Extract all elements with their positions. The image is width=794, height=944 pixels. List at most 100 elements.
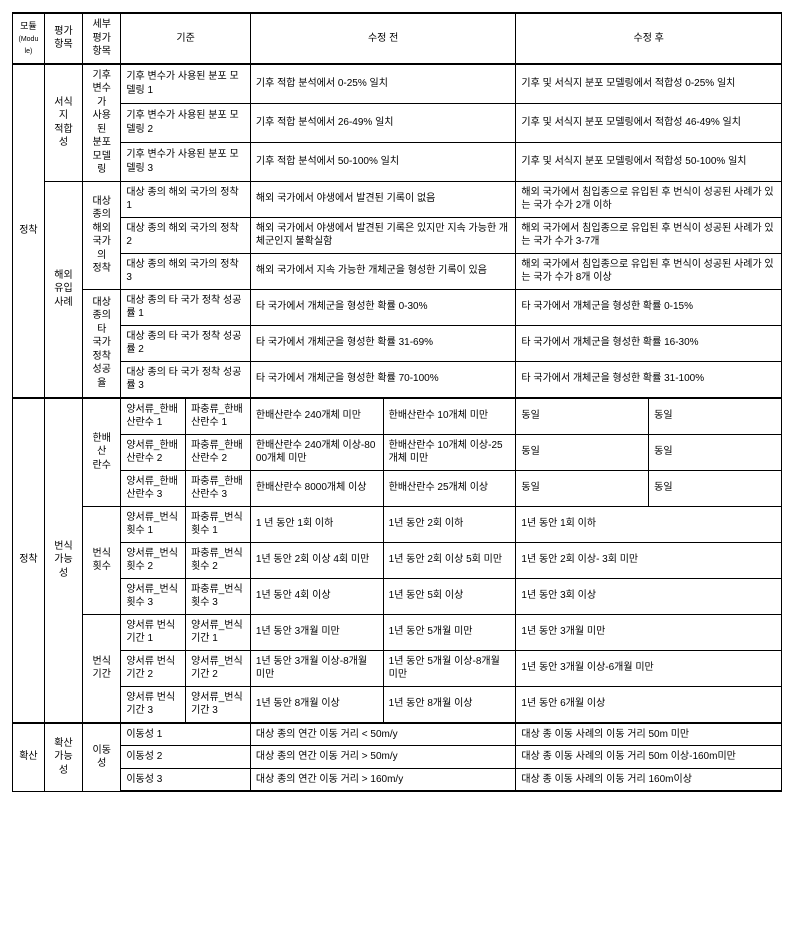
hdr-sub: 세부평가 항목 [83,13,121,64]
after-cell: 해외 국가에서 침입종으로 유입된 후 번식이 성공된 사례가 있는 국가 수가… [516,217,782,253]
sub-cell: 한배산 란수 [83,398,121,507]
before-cell: 해외 국가에서 지속 가능한 개체군을 형성한 기록이 있음 [250,253,516,289]
table-row: 확산 확산 가능성 이동성 이동성 1 대상 종의 연간 이동 거리 < 50m… [13,723,782,746]
table-row: 대상 종의 타 국가 정착 성공률 3 타 국가에서 개체군을 형성한 확률 7… [13,361,782,398]
before-cell: 대상 종의 연간 이동 거리 > 50m/y [250,746,516,769]
crit-cell: 양서류 번식 기간 3 [121,686,186,723]
table-row: 양서류_한배산란수 3 파충류_한배산란수 3 한배산란수 8000개체 이상 … [13,470,782,506]
crit-cell: 이동성 2 [121,746,251,769]
after-cell: 대상 종 이동 사례의 이동 거리 160m이상 [516,768,782,791]
before-cell: 한배산란수 10개체 미만 [383,398,516,435]
before-cell: 타 국가에서 개체군을 형성한 확률 70-100% [250,361,516,398]
module-cell: 정착 [13,398,45,723]
after-cell: 1년 동안 3회 이상 [516,578,782,614]
after-cell: 해외 국가에서 침입종으로 유입된 후 번식이 성공된 사례가 있는 국가 수가… [516,253,782,289]
table-row: 양서류 번식 기간 3 양서류_번식 기간 3 1년 동안 8개월 이상 1년 … [13,686,782,723]
table-row: 양서류_한배산란수 2 파충류_한배산란수 2 한배산란수 240개체 이상-8… [13,434,782,470]
crit-cell: 양서류_번식 횟수 3 [121,578,186,614]
before-cell: 1년 동안 5회 이상 [383,578,516,614]
after-cell: 1년 동안 2회 이상- 3회 미만 [516,542,782,578]
crit-cell: 양서류_한배산란수 2 [121,434,186,470]
crit-cell: 양서류_번식 기간 1 [186,614,251,650]
crit-cell: 기후 변수가 사용된 분포 모델링 2 [121,103,251,142]
table-row: 기후 변수가 사용된 분포 모델링 2 기후 적합 분석에서 26-49% 일치… [13,103,782,142]
after-cell: 동일 [516,470,649,506]
crit-cell: 양서류 번식 기간 2 [121,650,186,686]
crit-cell: 기후 변수가 사용된 분포 모델링 3 [121,142,251,181]
table-row: 대상 종의 타 국가 정착 성공율 대상 종의 타 국가 정착 성공률 1 타 … [13,289,782,325]
crit-cell: 양서류_한배산란수 1 [121,398,186,435]
before-cell: 타 국가에서 개체군을 형성한 확률 0-30% [250,289,516,325]
crit-cell: 양서류_번식 기간 2 [186,650,251,686]
before-cell: 1년 동안 5개월 미만 [383,614,516,650]
crit-cell: 파충류_번식 횟수 3 [186,578,251,614]
before-cell: 해외 국가에서 야생에서 발견된 기록은 있지만 지속 가능한 개체군인지 불확… [250,217,516,253]
before-cell: 타 국가에서 개체군을 형성한 확률 31-69% [250,325,516,361]
crit-cell: 기후 변수가 사용된 분포 모델링 1 [121,64,251,104]
before-cell: 1년 동안 5개월 이상-8개월 미만 [383,650,516,686]
crit-cell: 양서류_번식 횟수 1 [121,506,186,542]
eval-cell: 서식지 적합성 [44,64,82,182]
table-row: 대상 종의 해외 국가의 정착 3 해외 국가에서 지속 가능한 개체군을 형성… [13,253,782,289]
header-row: 모듈(Module) 평가 항목 세부평가 항목 기준 수정 전 수정 후 [13,13,782,64]
after-cell: 1년 동안 6개월 이상 [516,686,782,723]
crit-cell: 대상 종의 해외 국가의 정착 3 [121,253,251,289]
crit-cell: 파충류_번식 횟수 1 [186,506,251,542]
crit-cell: 대상 종의 타 국가 정착 성공률 3 [121,361,251,398]
crit-cell: 이동성 3 [121,768,251,791]
table-row: 해외 유입 사례 대상 종의 해외 국가의 정착 대상 종의 해외 국가의 정착… [13,181,782,217]
sub-cell: 번식 기간 [83,614,121,723]
before-cell: 1 년 동안 1회 이하 [250,506,383,542]
table-row: 기후 변수가 사용된 분포 모델링 3 기후 적합 분석에서 50-100% 일… [13,142,782,181]
after-cell: 동일 [649,434,782,470]
after-cell: 대상 종 이동 사례의 이동 거리 50m 미만 [516,723,782,746]
hdr-criteria: 기준 [121,13,251,64]
crit-cell: 파충류_번식 횟수 2 [186,542,251,578]
eval-cell: 확산 가능성 [44,723,82,792]
table-row: 이동성 2 대상 종의 연간 이동 거리 > 50m/y 대상 종 이동 사례의… [13,746,782,769]
after-cell: 동일 [649,398,782,435]
before-cell: 대상 종의 연간 이동 거리 < 50m/y [250,723,516,746]
after-cell: 1년 동안 3개월 미만 [516,614,782,650]
before-cell: 1년 동안 3개월 미만 [250,614,383,650]
table-row: 이동성 3 대상 종의 연간 이동 거리 > 160m/y 대상 종 이동 사례… [13,768,782,791]
before-cell: 대상 종의 연간 이동 거리 > 160m/y [250,768,516,791]
table-row: 대상 종의 타 국가 정착 성공률 2 타 국가에서 개체군을 형성한 확률 3… [13,325,782,361]
crit-cell: 대상 종의 해외 국가의 정착 2 [121,217,251,253]
before-cell: 1년 동안 8개월 이상 [250,686,383,723]
table-row: 양서류_번식 횟수 2 파충류_번식 횟수 2 1년 동안 2회 이상 4회 미… [13,542,782,578]
sub-cell: 대상 종의 타 국가 정착 성공율 [83,289,121,398]
table-row: 번식 횟수 양서류_번식 횟수 1 파충류_번식 횟수 1 1 년 동안 1회 … [13,506,782,542]
crit-cell: 대상 종의 타 국가 정착 성공률 1 [121,289,251,325]
hdr-before: 수정 전 [250,13,516,64]
crit-cell: 양서류_한배산란수 3 [121,470,186,506]
before-cell: 1년 동안 4회 이상 [250,578,383,614]
after-cell: 동일 [516,398,649,435]
before-cell: 한배산란수 240개체 이상-8000개체 미만 [250,434,383,470]
hdr-module: 모듈(Module) [13,13,45,64]
before-cell: 1년 동안 2회 이하 [383,506,516,542]
before-cell: 기후 적합 분석에서 26-49% 일치 [250,103,516,142]
before-cell: 한배산란수 25개체 이상 [383,470,516,506]
table-row: 번식 기간 양서류 번식 기간 1 양서류_번식 기간 1 1년 동안 3개월 … [13,614,782,650]
before-cell: 한배산란수 8000개체 이상 [250,470,383,506]
before-cell: 한배산란수 240개체 미만 [250,398,383,435]
crit-cell: 양서류 번식 기간 1 [121,614,186,650]
before-cell: 1년 동안 2회 이상 4회 미만 [250,542,383,578]
module-cell: 확산 [13,723,45,792]
table-row: 정착 번식 가능성 한배산 란수 양서류_한배산란수 1 파충류_한배산란수 1… [13,398,782,435]
sub-cell: 이동성 [83,723,121,792]
crit-cell: 대상 종의 해외 국가의 정착 1 [121,181,251,217]
eval-cell: 번식 가능성 [44,398,82,723]
after-cell: 타 국가에서 개체군을 형성한 확률 31-100% [516,361,782,398]
after-cell: 해외 국가에서 침입종으로 유입된 후 번식이 성공된 사례가 있는 국가 수가… [516,181,782,217]
table-row: 정착 서식지 적합성 기후 변수가 사용된 분포 모델링 기후 변수가 사용된 … [13,64,782,104]
after-cell: 대상 종 이동 사례의 이동 거리 50m 이상-160m미만 [516,746,782,769]
after-cell: 기후 및 서식지 분포 모델링에서 적합성 0-25% 일치 [516,64,782,104]
crit-cell: 이동성 1 [121,723,251,746]
after-cell: 기후 및 서식지 분포 모델링에서 적합성 50-100% 일치 [516,142,782,181]
crit-cell: 파충류_한배산란수 3 [186,470,251,506]
eval-cell: 해외 유입 사례 [44,181,82,398]
before-cell: 1년 동안 3개월 이상-8개월 미만 [250,650,383,686]
criteria-table: 모듈(Module) 평가 항목 세부평가 항목 기준 수정 전 수정 후 정착… [12,12,782,792]
